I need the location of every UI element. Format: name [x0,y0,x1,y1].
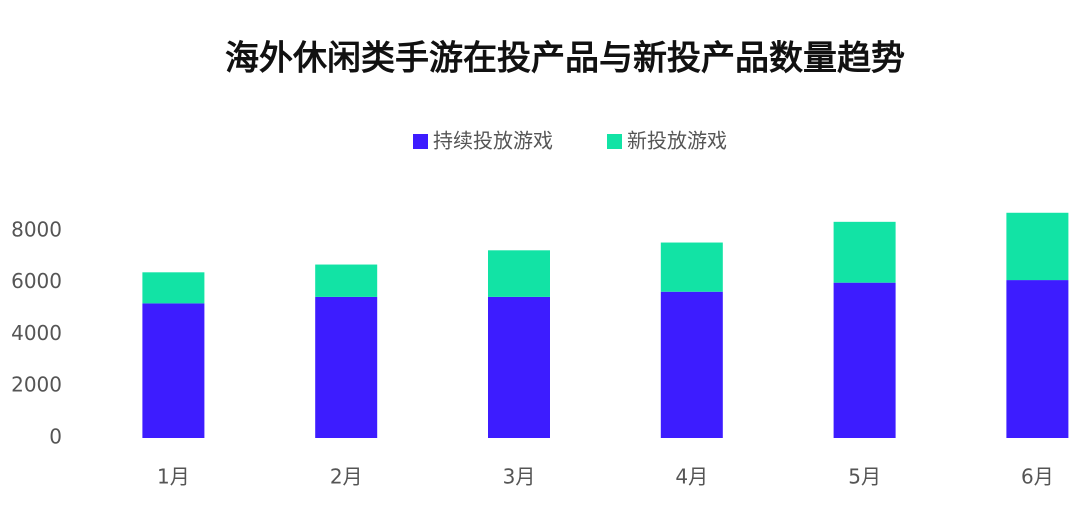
chart-title: 海外休闲类手游在投产品与新投产品数量趋势 [225,39,905,79]
y-tick-label: 0 [49,425,62,449]
x-tick-label: 6月 [1021,465,1054,489]
bar-segment [488,296,550,438]
y-tick-label: 6000 [11,269,62,293]
legend-swatch [413,134,428,149]
bar-segment [660,291,723,438]
legend-label: 新投放游戏 [627,129,727,153]
bar-segment [142,272,205,304]
bar-segment [1006,212,1069,281]
y-tick-label: 2000 [11,373,62,397]
legend-swatch [607,134,622,149]
y-tick-label: 4000 [11,321,62,345]
bar-segment [315,296,378,438]
y-tick-label: 8000 [11,217,62,241]
x-tick-label: 3月 [503,465,536,489]
bar-segment [660,242,723,292]
x-tick-label: 1月 [157,465,190,489]
legend-label: 持续投放游戏 [433,129,553,153]
bar-segment [488,250,550,297]
x-tick-label: 2月 [330,465,363,489]
bar-segment [142,303,205,438]
bar-segment [833,282,896,438]
bar-segment [833,221,896,283]
x-tick-label: 5月 [848,465,881,489]
bar-segment [315,264,378,297]
bar-segment [1006,280,1069,438]
x-tick-label: 4月 [675,465,708,489]
